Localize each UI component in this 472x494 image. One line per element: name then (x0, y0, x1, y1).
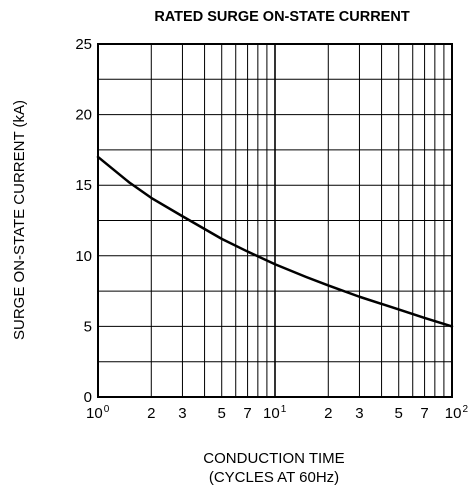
x-tick-label: 101 (263, 404, 287, 422)
chart-title: RATED SURGE ON-STATE CURRENT (154, 9, 410, 25)
y-tick-label: 10 (75, 248, 92, 265)
x-tick-label: 5 (218, 405, 226, 422)
y-tick-label: 0 (84, 389, 92, 406)
y-tick-label: 20 (75, 107, 92, 124)
x-tick-label: 7 (420, 405, 428, 422)
x-axis-label-line-2: (CYCLES AT 60Hz) (209, 469, 339, 486)
x-tick-labels: 100 2 3 5 7 101 2 3 5 7 102 (86, 404, 468, 422)
x-axis-label-line-1: CONDUCTION TIME (203, 450, 344, 467)
series-line (96, 155, 454, 328)
x-tick-label: 2 (324, 405, 332, 422)
x-tick-label: 3 (355, 405, 363, 422)
x-tick-label: 7 (243, 405, 251, 422)
x-tick-label: 100 (86, 404, 110, 422)
series-curve (96, 155, 454, 328)
x-tick-label: 2 (147, 405, 155, 422)
y-axis-label: SURGE ON-STATE CURRENT (kA) (11, 100, 28, 340)
y-tick-labels: 0 5 10 15 20 25 (75, 36, 92, 406)
x-tick-label: 3 (178, 405, 186, 422)
y-tick-label: 25 (75, 36, 92, 53)
x-tick-label: 5 (395, 405, 403, 422)
y-tick-label: 15 (75, 177, 92, 194)
plot-frame (97, 43, 453, 398)
grid (97, 43, 453, 398)
x-tick-label: 102 (445, 404, 469, 422)
y-tick-label: 5 (84, 318, 92, 335)
